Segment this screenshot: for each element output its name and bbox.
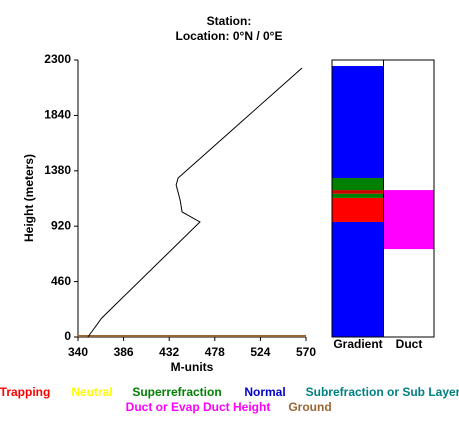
legend-entry: Superrefraction: [132, 385, 221, 399]
profile-line: [87, 67, 303, 338]
y-tick-label: 1380: [44, 163, 71, 177]
legend-entry: Neutral: [71, 385, 112, 399]
layer: [332, 193, 383, 198]
layer: [332, 178, 383, 191]
y-tick-label: 2300: [44, 52, 71, 66]
x-tick-label: 386: [114, 345, 134, 359]
legend-entry: Trapping: [0, 385, 50, 399]
y-axis-label: Height (meters): [22, 154, 36, 242]
legend-entry: Normal: [244, 385, 285, 399]
layer: [384, 190, 434, 250]
chart-title: Station:: [207, 14, 252, 28]
y-tick-label: 920: [51, 218, 71, 232]
x-tick-label: 340: [68, 345, 88, 359]
layer: [332, 221, 383, 337]
layer: [332, 197, 383, 222]
chart-subtitle: Location: 0°N / 0°E: [176, 29, 283, 43]
duct-label: Duct: [396, 337, 423, 351]
legend-entry: Duct or Evap Duct Height: [126, 400, 271, 414]
y-tick-label: 0: [64, 329, 71, 343]
x-tick-label: 570: [296, 345, 316, 359]
y-tick-label: 460: [51, 274, 71, 288]
legend-entry: Subrefraction or Sub Layer: [306, 385, 459, 399]
x-tick-label: 432: [159, 345, 179, 359]
y-tick-label: 1840: [44, 108, 71, 122]
x-tick-label: 524: [250, 345, 270, 359]
gradient-label: Gradient: [333, 337, 382, 351]
x-axis-label: M-units: [171, 360, 214, 374]
layer: [332, 190, 383, 194]
legend-entry: Ground: [288, 400, 331, 414]
x-tick-label: 478: [205, 345, 225, 359]
column-border: [331, 59, 435, 338]
layer: [332, 66, 383, 179]
